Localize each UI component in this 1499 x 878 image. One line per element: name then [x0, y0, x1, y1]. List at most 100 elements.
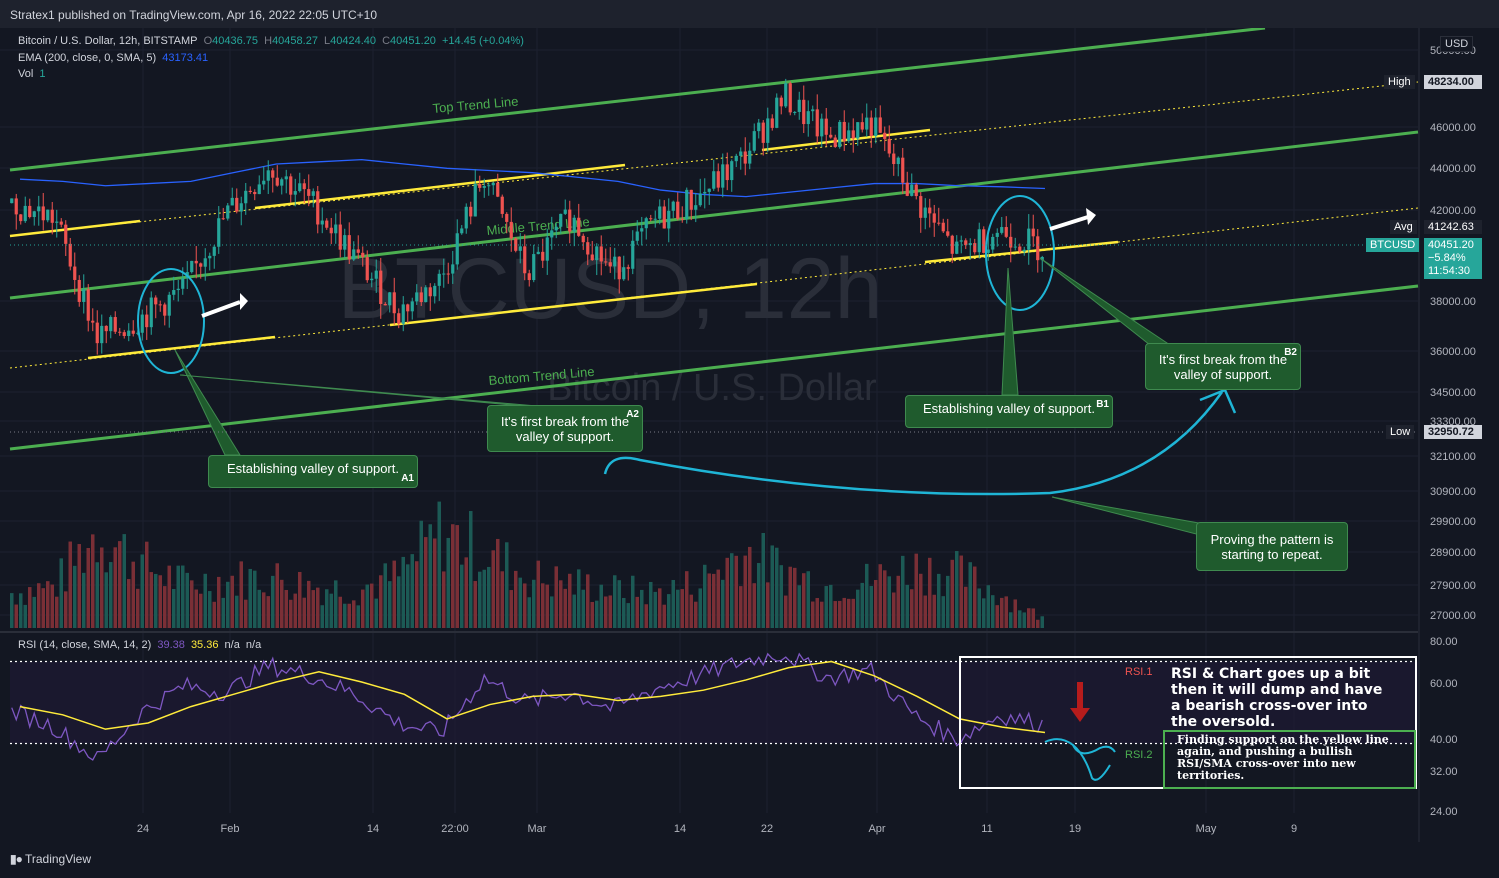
- candle-body: [671, 201, 675, 211]
- rsi-box-text: RSI & Chart goes up a bit then it will d…: [1171, 666, 1383, 730]
- candle-body: [581, 235, 585, 243]
- candle-body: [194, 260, 198, 264]
- note-a2[interactable]: It's first break from the valley of supp…: [487, 405, 643, 452]
- candle-body: [442, 273, 446, 275]
- volume-bar: [784, 595, 788, 628]
- candle-body: [635, 231, 639, 241]
- time-tick: 11: [981, 823, 992, 835]
- volume-bar: [244, 599, 248, 628]
- rsi-green-box[interactable]: Finding support on the yellow line again…: [1163, 730, 1416, 789]
- candle-body: [19, 214, 23, 222]
- candle-body: [437, 273, 441, 286]
- candle-body: [365, 257, 369, 281]
- note-a1-tag: A1: [401, 473, 414, 484]
- volume-bar: [1013, 599, 1017, 628]
- candle-body: [707, 188, 711, 192]
- candle-body: [235, 197, 239, 212]
- candle-body: [856, 122, 860, 139]
- legend-low: 40424.40: [330, 35, 377, 47]
- arc-repeat-curve: [603, 391, 1224, 496]
- candle-body: [982, 229, 986, 253]
- candle-body: [271, 170, 275, 178]
- note-a1-text: Establishing valley of support.: [227, 461, 399, 476]
- legend-symbol: Bitcoin / U.S. Dollar, 12h, BITSTAMP: [18, 35, 198, 47]
- volume-bar: [451, 524, 455, 628]
- volume-bar: [316, 587, 320, 628]
- volume-bar: [221, 597, 225, 628]
- volume-bar: [455, 525, 459, 628]
- candle-body: [887, 138, 891, 154]
- volume-bar: [185, 572, 189, 628]
- candle-body: [131, 330, 135, 334]
- candle-body: [82, 289, 86, 302]
- note-b1[interactable]: Establishing valley of support. B1: [905, 395, 1113, 428]
- candle-body: [991, 236, 995, 250]
- legend-high: 40458.27: [272, 35, 318, 47]
- candle-body: [757, 122, 761, 132]
- legend-h-label: H: [264, 35, 273, 47]
- candle-body: [977, 229, 981, 253]
- candle-body: [725, 164, 729, 181]
- volume-bar: [23, 604, 27, 628]
- candle-body: [1027, 228, 1031, 250]
- volume-bar: [208, 591, 212, 628]
- volume-bar: [145, 541, 149, 628]
- volume-bar: [941, 596, 945, 628]
- volume-bar: [194, 589, 198, 628]
- note-proving[interactable]: Proving the pattern is starting to repea…: [1196, 522, 1348, 571]
- candle-body: [244, 190, 248, 204]
- volume-bar: [730, 553, 734, 628]
- note-b2[interactable]: It's first break from the valley of supp…: [1145, 343, 1301, 390]
- tradingview-logo[interactable]: ▮● TradingView: [10, 852, 91, 866]
- note-a1[interactable]: Establishing valley of support. A1: [208, 455, 418, 488]
- candle-body: [28, 205, 32, 218]
- candle-body: [865, 117, 869, 130]
- volume-bar: [797, 585, 801, 628]
- volume-bar: [167, 565, 171, 628]
- volume-bar: [851, 598, 855, 628]
- volume-bar: [757, 563, 761, 628]
- candle-body: [779, 97, 783, 107]
- volume-bar: [392, 560, 396, 628]
- volume-bar: [968, 562, 972, 628]
- volume-bar: [428, 524, 432, 628]
- volume-bar: [325, 589, 329, 628]
- volume-bar: [311, 590, 315, 628]
- volume-bar: [352, 600, 356, 628]
- volume-bar: [257, 589, 261, 628]
- volume-bar: [280, 579, 284, 628]
- candle-body: [613, 256, 617, 267]
- price-tick: 46000.00: [1430, 122, 1476, 134]
- candle-body: [203, 258, 207, 267]
- volume-bar: [235, 595, 239, 628]
- arc-arrow-head: [1199, 388, 1237, 414]
- rsi-legend-value: 39.38: [157, 639, 185, 651]
- candle-body: [491, 182, 495, 186]
- volume-bar: [838, 600, 842, 628]
- candle-body: [599, 246, 603, 262]
- volume-bars: [10, 501, 1044, 628]
- candle-body: [586, 242, 590, 255]
- candle-body: [383, 303, 387, 306]
- candle-body: [280, 179, 284, 186]
- price-tick: 36000.00: [1430, 346, 1476, 358]
- volume-bar: [19, 593, 23, 628]
- volume-bar: [307, 580, 311, 628]
- candle-body: [176, 288, 180, 291]
- volume-bar: [685, 571, 689, 628]
- candle-body: [302, 183, 306, 190]
- candle-body: [595, 246, 599, 261]
- candle-body: [770, 118, 774, 128]
- candle-body: [140, 314, 144, 333]
- candle-body: [487, 185, 491, 187]
- candle-body: [766, 118, 770, 143]
- volume-bar: [514, 570, 518, 628]
- ema-legend-value: 43173.41: [162, 52, 209, 64]
- volume-bar: [100, 547, 104, 628]
- candle-body: [415, 292, 419, 302]
- price-tick: 38000.00: [1430, 296, 1476, 308]
- time-tick: 9: [1291, 823, 1297, 835]
- candle-body: [253, 192, 257, 195]
- volume-bar: [779, 565, 783, 628]
- volume-bar: [689, 594, 693, 628]
